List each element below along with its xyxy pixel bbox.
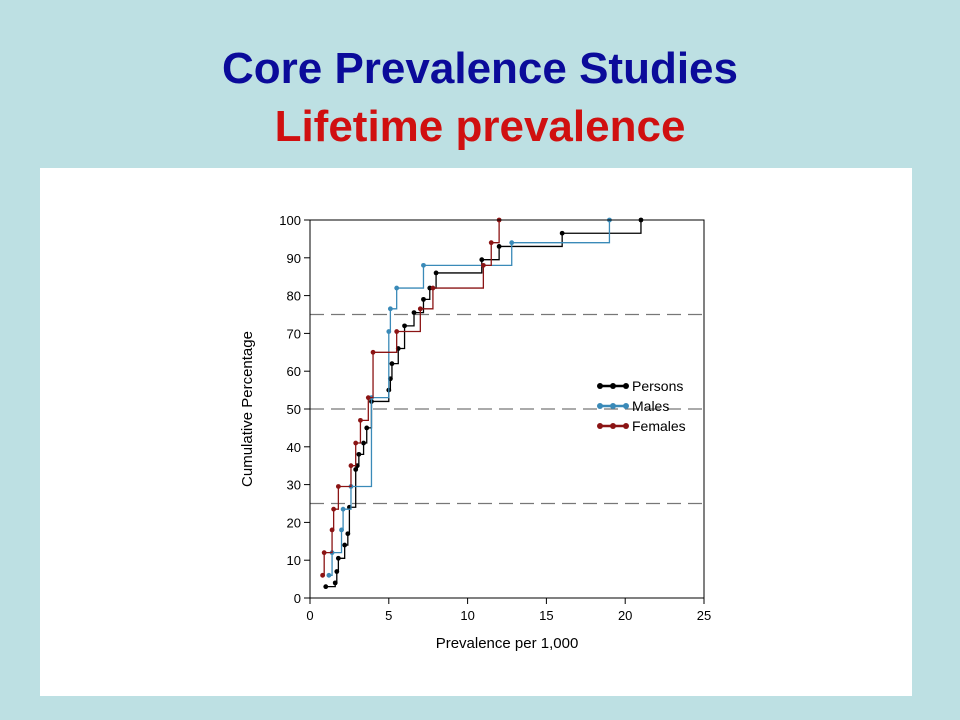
persons-data-point [361, 440, 366, 446]
persons-data-point [496, 244, 502, 249]
legend-females-marker [610, 423, 616, 429]
y-axis-label: Cumulative Percentage [239, 331, 256, 487]
persons-data-point [433, 270, 439, 276]
y-tick-label: 20 [287, 515, 301, 530]
x-tick-label: 15 [539, 608, 553, 623]
y-tick-label: 80 [287, 289, 301, 304]
persons-data-point [334, 569, 340, 574]
males-step-line [328, 220, 611, 576]
x-tick-label: 0 [306, 608, 313, 623]
females-data-point [358, 417, 363, 423]
legend-persons-marker [623, 383, 629, 389]
y-tick-label: 50 [287, 402, 301, 417]
y-tick-label: 90 [287, 251, 301, 266]
persons-data-point [389, 361, 395, 367]
y-tick-label: 40 [287, 440, 301, 455]
females-data-point [320, 572, 326, 578]
males-data-point [509, 240, 515, 246]
y-tick-label: 70 [287, 326, 301, 341]
legend-females-marker [623, 423, 629, 429]
y-tick-label: 60 [287, 364, 301, 379]
females-data-point [331, 506, 337, 512]
legend: Persons Males Females [597, 378, 686, 434]
females-data-point [329, 527, 335, 533]
legend-males-marker [597, 403, 603, 409]
legend-males-label: Males [632, 398, 669, 414]
females-data-point [488, 240, 494, 246]
legend-persons-label: Persons [632, 378, 683, 394]
males-data-point [326, 572, 332, 578]
persons-data-point [342, 542, 348, 548]
y-tick-label: 10 [287, 553, 301, 568]
x-tick-label: 10 [460, 608, 474, 623]
males-data-point [386, 329, 392, 334]
males-data-point [339, 527, 344, 533]
persons-data-point [559, 230, 565, 236]
persons-data-point [353, 467, 359, 472]
females-data-point [480, 262, 486, 268]
persons-data-point [411, 310, 417, 316]
legend-females-label: Females [632, 418, 686, 434]
persons-data-point [421, 296, 426, 302]
legend-males-marker [623, 403, 629, 409]
persons-data-point [479, 257, 485, 263]
persons-data-point [345, 531, 351, 537]
legend-females-marker [597, 423, 603, 429]
females-data-point [394, 329, 400, 334]
females-data-point [370, 349, 376, 355]
persons-data-point [335, 555, 341, 561]
legend-persons-marker [597, 383, 603, 389]
females-data-point [353, 440, 359, 446]
reference-lines [310, 313, 704, 505]
females-data-point [335, 484, 341, 489]
slide-subtitle: Lifetime prevalence [274, 102, 686, 151]
y-tick-label: 0 [294, 591, 301, 606]
x-tick-label: 25 [697, 608, 711, 623]
cumulative-prevalence-chart: 0 5 10 15 20 25 0 10 20 30 40 50 60 70 80 90 100 Prevale… [239, 213, 711, 652]
persons-data-point [402, 323, 407, 329]
persons-data-point [364, 425, 370, 431]
males-data-point [421, 262, 426, 268]
persons-data-point [323, 584, 329, 590]
slide-title-block: Core Prevalence Studies Lifetime prevale… [0, 40, 960, 156]
males-data-point [387, 306, 393, 312]
series-layer [320, 217, 644, 590]
legend-persons-marker [610, 383, 616, 389]
x-axis-label: Prevalence per 1,000 [436, 635, 579, 652]
x-tick-label: 5 [385, 608, 392, 623]
y-tick-label: 30 [287, 478, 301, 493]
persons-data-point [332, 580, 338, 586]
y-tick-label: 100 [279, 213, 301, 228]
females-data-point [417, 306, 423, 312]
legend-males-marker [610, 403, 616, 409]
x-tick-label: 20 [618, 608, 632, 623]
males-data-point [340, 506, 346, 512]
slide-title: Core Prevalence Studies [221, 44, 738, 93]
males-data-point [394, 285, 400, 291]
axes: 0 5 10 15 20 25 0 10 20 30 40 50 60 70 80 90 100 [279, 213, 711, 623]
females-data-point [430, 285, 436, 291]
females-data-point [365, 395, 371, 401]
females-data-point [321, 550, 327, 556]
chart-panel: 0 5 10 15 20 25 0 10 20 30 40 50 60 70 80 90 100 Prevale… [40, 168, 912, 696]
persons-data-point [356, 451, 362, 457]
females-data-point [348, 463, 354, 469]
